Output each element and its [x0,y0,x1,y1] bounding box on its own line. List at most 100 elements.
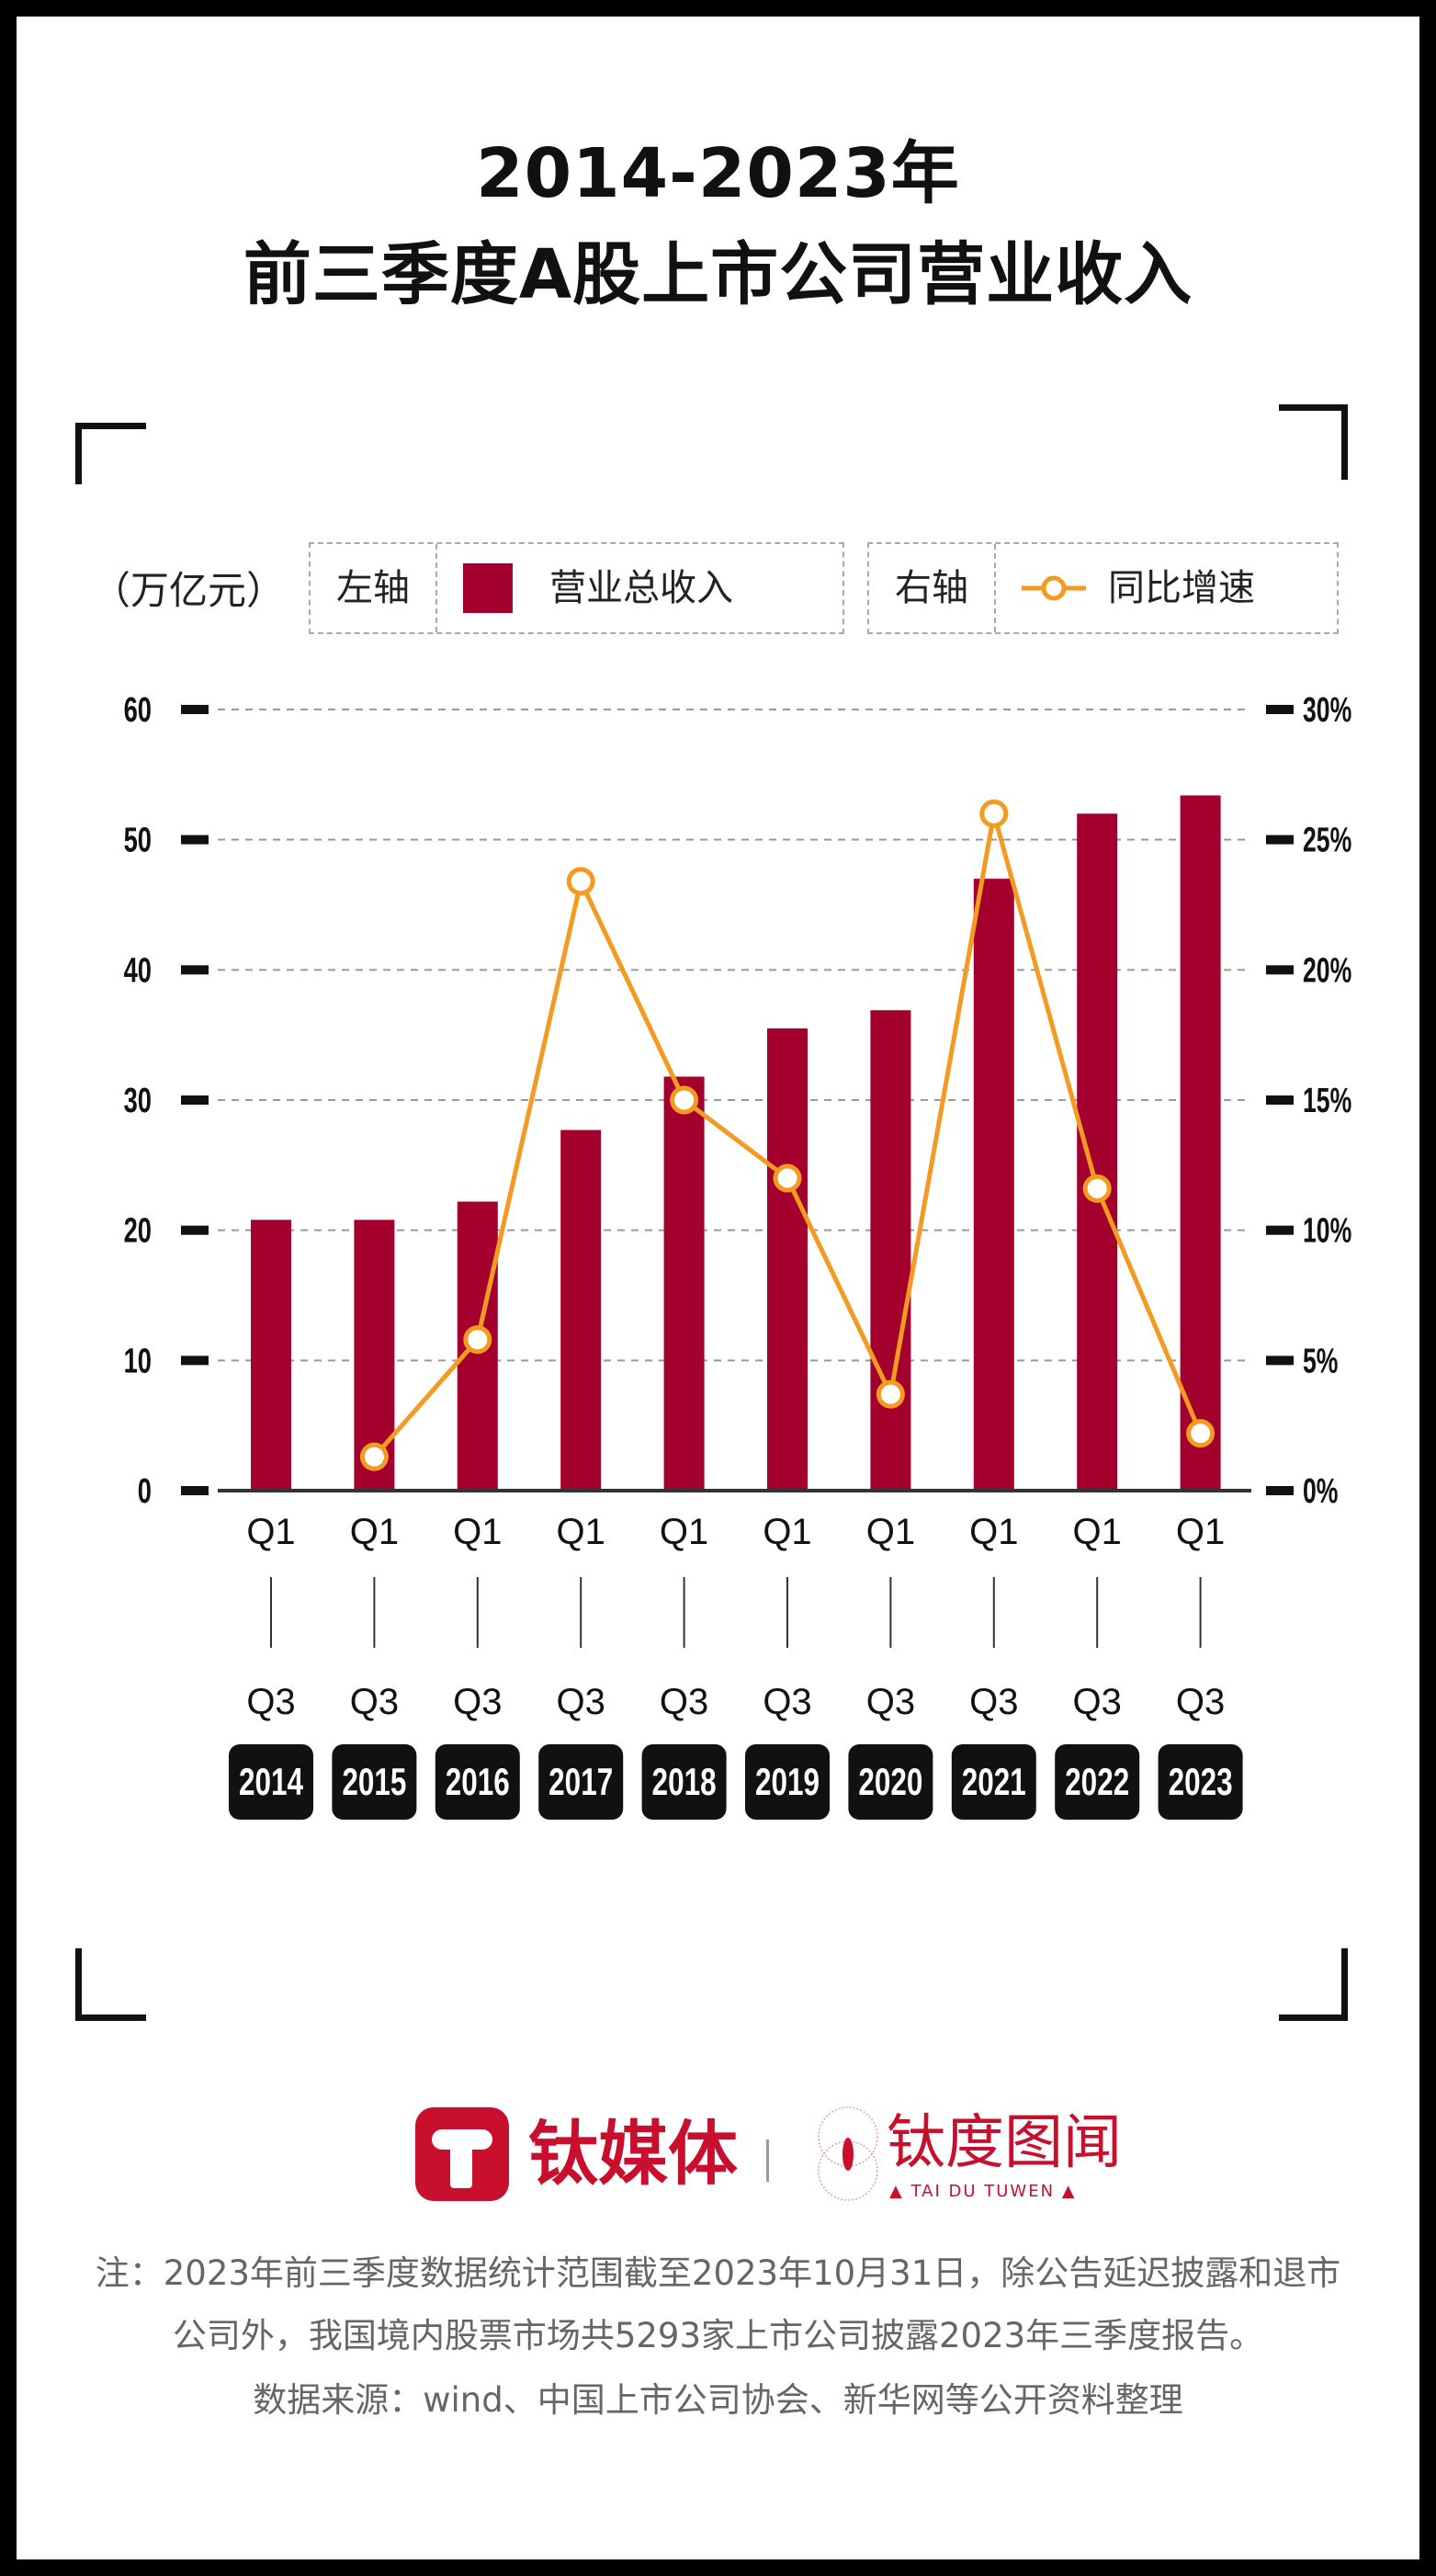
legend-bar-label: 营业总收入 [549,567,733,609]
unit-label: （万亿元） [92,568,286,613]
right-axis-tick [1266,1095,1294,1105]
logo-divider [766,2139,769,2182]
x-label-q3: Q3 [453,1682,502,1722]
right-axis-tick-label: 30% [1303,689,1351,729]
right-axis-tick-label: 15% [1303,1080,1351,1119]
year-badge [229,1744,313,1820]
growth-point-2019 [773,1163,802,1193]
growth-point-2021 [979,799,1009,828]
growth-point-2015 [359,1442,389,1471]
growth-point-2022 [1082,1174,1112,1203]
x-label-q3: Q3 [557,1682,605,1722]
left-axis-tick-label: 40 [124,951,152,990]
corner-bracket-top-right [1279,404,1348,480]
legend-left-axis-label: 左轴 [311,544,437,632]
right-axis-tick-label: 10% [1303,1210,1351,1250]
bar-swatch-icon [463,563,513,613]
right-axis-tick-label: 20% [1303,950,1351,990]
line-marker-icon [1022,575,1086,601]
right-axis-tick [1266,1225,1294,1235]
left-axis-tick-label: 10 [124,1342,152,1380]
left-axis-tick-label: 30 [124,1082,152,1120]
year-badge-label: 2020 [858,1760,922,1804]
right-axis-tick-label: 0% [1303,1470,1338,1510]
corner-bracket-bottom-left [75,1948,146,2021]
x-label-q1: Q1 [660,1512,708,1552]
legend-right-axis-label: 右轴 [869,544,996,632]
year-badge [641,1744,727,1820]
taimeiti-logo-icon [415,2107,509,2201]
x-label-q1: Q1 [763,1512,811,1552]
taidutuwen-logo-icon [818,2106,878,2201]
year-badge-label: 2014 [239,1760,303,1804]
year-badge [435,1744,520,1820]
x-label-q1: Q1 [453,1512,502,1552]
data-source: 数据来源：wind、中国上市公司协会、新华网等公开资料整理 [253,2380,1183,2420]
x-label-q3: Q3 [350,1682,399,1722]
year-badge-label: 2021 [962,1760,1026,1804]
left-axis-tick [181,1486,209,1495]
x-label-q3: Q3 [969,1682,1018,1722]
year-badge-label: 2022 [1065,1760,1129,1804]
right-axis-tick [1266,705,1294,714]
year-badge-label: 2016 [446,1760,510,1804]
year-badge-label: 2018 [652,1760,717,1804]
growth-point-2023 [1186,1419,1216,1448]
x-label-q1: Q1 [1176,1512,1225,1552]
legend-left-axis: 左轴 营业总收入 [309,542,844,634]
year-badge-label: 2023 [1169,1760,1233,1804]
year-badge [538,1744,624,1820]
logo-taidutuwen: 钛度图闻 [887,2109,1122,2177]
right-axis-tick [1266,834,1294,845]
x-label-q1: Q1 [246,1512,295,1552]
bar-2023 [1180,795,1221,1491]
bar-2014 [251,1220,291,1491]
year-badge-label: 2017 [548,1760,613,1804]
right-axis-tick-label: 5% [1303,1341,1338,1380]
x-label-q1: Q1 [1073,1512,1122,1552]
year-badge [332,1744,417,1820]
growth-point-2020 [876,1379,905,1409]
x-label-q1: Q1 [969,1512,1018,1552]
right-axis-tick-label: 25% [1303,820,1351,859]
x-label-q3: Q3 [660,1682,708,1722]
legend-right-axis: 右轴 同比增速 [867,542,1339,634]
left-axis-tick [181,705,209,714]
left-axis-tick-label: 0 [138,1472,152,1511]
bar-2021 [973,879,1014,1491]
bar-2019 [767,1028,808,1491]
x-label-q3: Q3 [763,1682,811,1722]
x-label-q3: Q3 [246,1682,295,1722]
left-axis-tick-label: 20 [124,1211,152,1250]
left-axis-tick [181,834,209,845]
right-axis-tick [1266,965,1294,975]
bar-2017 [560,1129,602,1491]
corner-bracket-bottom-right [1279,1948,1348,2021]
right-axis-tick [1266,1486,1294,1495]
year-badge [1158,1744,1243,1820]
right-axis-tick [1266,1356,1294,1366]
x-label-q3: Q3 [1073,1682,1122,1722]
year-badge [1055,1744,1140,1820]
year-badge-label: 2015 [342,1760,406,1804]
logo-taidutuwen-sub: ▲ TAI DU TUWEN ▲ [889,2182,1077,2201]
left-axis-tick [181,1095,209,1105]
left-axis-tick [181,1356,209,1366]
bar-2022 [1077,813,1118,1491]
year-badge-label: 2019 [755,1760,820,1804]
x-label-q1: Q1 [557,1512,605,1552]
title-line-2: 前三季度A股上市公司营业收入 [243,235,1193,314]
bar-2020 [870,1010,911,1491]
x-label-q1: Q1 [350,1512,399,1552]
legend-bar-entry: 营业总收入 [437,544,759,632]
legend-line-entry: 同比增速 [996,544,1281,632]
growth-point-2017 [566,867,595,896]
corner-bracket-top-left [75,423,146,484]
growth-point-2016 [463,1325,492,1355]
x-label-q3: Q3 [866,1682,915,1722]
left-axis-tick [181,1225,209,1235]
legend-line-label: 同比增速 [1108,567,1255,609]
left-axis-tick-label: 50 [124,821,152,859]
note-line-1: 注：2023年前三季度数据统计范围截至2023年10月31日，除公告延迟披露和退… [95,2253,1341,2293]
